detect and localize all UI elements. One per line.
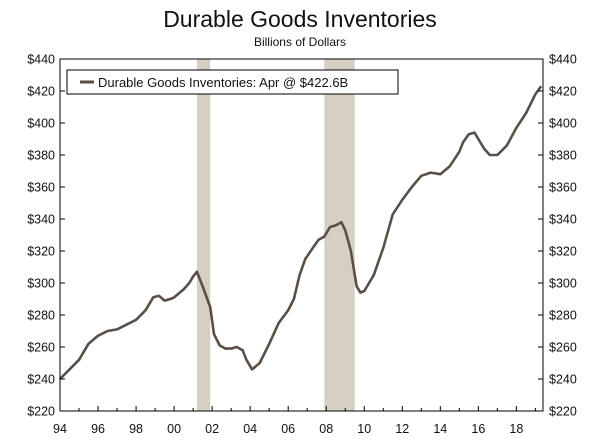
x-tick-label: 00 [167, 422, 181, 436]
y-tick-label-left: $360 [27, 181, 55, 195]
recession-band-2 [324, 59, 355, 411]
x-tick-label: 04 [243, 422, 257, 436]
y-tick-label-right: $300 [549, 277, 577, 291]
y-tick-label-left: $320 [27, 245, 55, 259]
x-tick-label: 10 [357, 422, 371, 436]
y-tick-label-right: $380 [549, 149, 577, 163]
y-tick-label-left: $380 [27, 149, 55, 163]
y-tick-label-left: $260 [27, 341, 55, 355]
y-tick-label-right: $260 [549, 341, 577, 355]
y-tick-label-right: $280 [549, 309, 577, 323]
x-tick-label: 14 [433, 422, 447, 436]
series-line-1 [59, 85, 543, 380]
y-tick-label-right: $320 [549, 245, 577, 259]
y-tick-label-right: $340 [549, 213, 577, 227]
y-tick-label-right: $240 [549, 373, 577, 387]
x-tick-label: 12 [395, 422, 409, 436]
chart-title: Durable Goods Inventories [163, 6, 437, 32]
y-tick-label-left: $300 [27, 277, 55, 291]
y-tick-label-left: $400 [27, 117, 55, 131]
legend: Durable Goods Inventories: Apr @ $422.6B [66, 69, 399, 95]
x-tick-label: 06 [281, 422, 295, 436]
x-tick-label: 94 [53, 422, 67, 436]
x-tick-label: 98 [129, 422, 143, 436]
y-tick-label-left: $340 [27, 213, 55, 227]
y-tick-label-right: $220 [549, 405, 577, 419]
plot-frame [59, 58, 544, 412]
recession-band-1 [196, 59, 211, 411]
series-lines [59, 85, 543, 380]
y-axis-left: $220 $240 $260 $280 $300 $320 $340 $360 $380 $400… [27, 53, 65, 419]
x-axis: 94 96 98 00 02 04 06 08 10 12 14 16 18 [53, 406, 536, 436]
x-tick-label: 96 [91, 422, 105, 436]
legend-label: Durable Goods Inventories: Apr @ $422.6B [98, 75, 348, 90]
x-tick-label: 08 [319, 422, 333, 436]
y-tick-label-left: $220 [27, 405, 55, 419]
x-tick-label: 18 [509, 422, 523, 436]
x-tick-label: 02 [205, 422, 219, 436]
x-tick-label: 16 [471, 422, 485, 436]
y-tick-label-right: $400 [549, 117, 577, 131]
y-tick-label-left: $280 [27, 309, 55, 323]
y-axis-right: $220 $240 $260 $280 $300 $320 $340 $360 $380 $400… [538, 53, 577, 419]
y-tick-label-left: $440 [27, 53, 55, 67]
y-tick-label-left: $240 [27, 373, 55, 387]
legend-box [66, 69, 399, 95]
y-tick-label-right: $420 [549, 85, 577, 99]
chart-subtitle: Billions of Dollars [253, 35, 347, 49]
recession-shading [196, 59, 355, 411]
y-tick-label-right: $360 [549, 181, 577, 195]
y-tick-label-right: $440 [549, 53, 577, 67]
y-tick-label-left: $420 [27, 85, 55, 99]
axes [59, 58, 544, 412]
